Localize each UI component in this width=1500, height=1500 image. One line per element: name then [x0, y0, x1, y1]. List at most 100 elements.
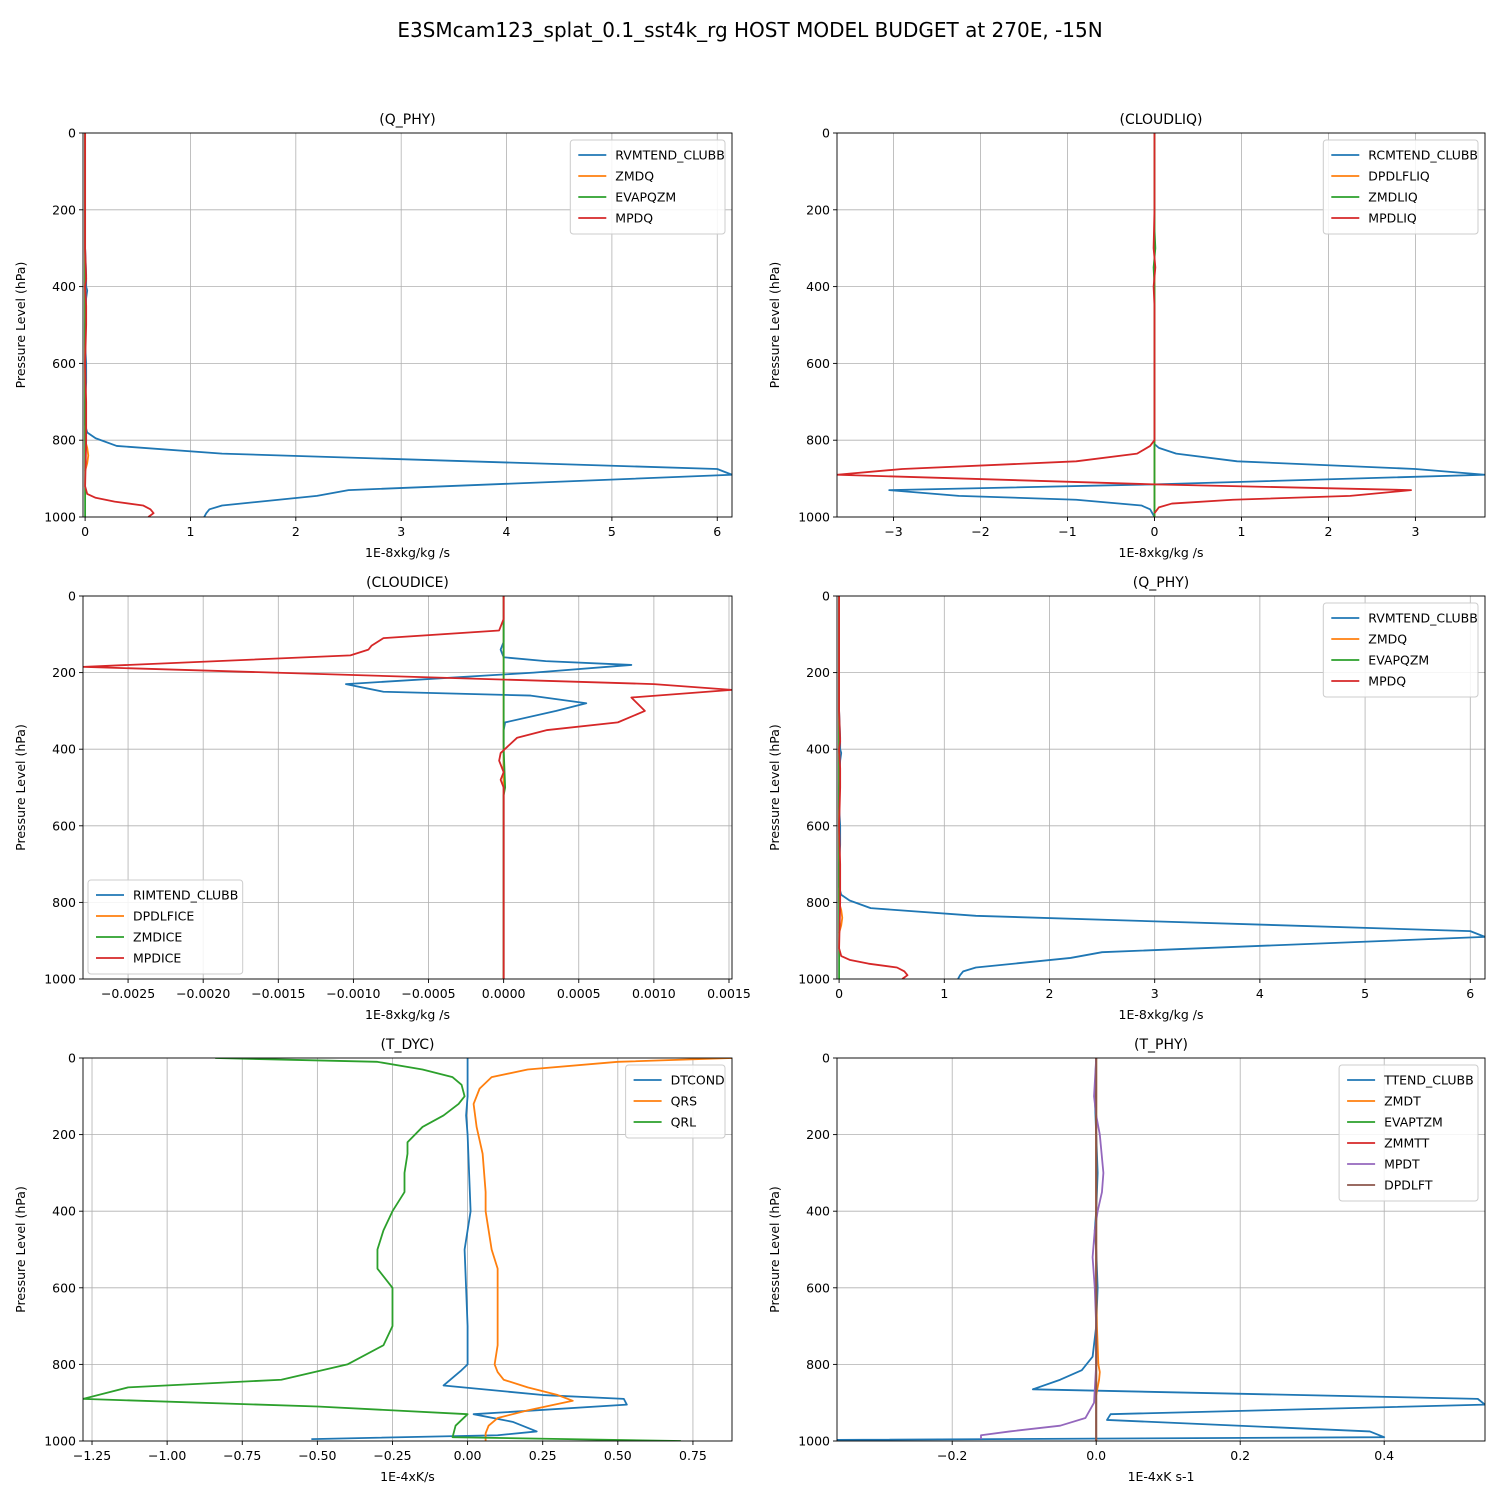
- y-tick-label: 1000: [44, 972, 76, 987]
- y-axis-label: Pressure Level (hPa): [13, 1186, 28, 1313]
- legend-entry: ZMDT: [1384, 1094, 1421, 1109]
- subplot-p6: −0.2 0.0 0.2 0.4 0 200 400 600 800 1000 (T_PHY) 1E-…: [767, 1037, 1486, 1484]
- legend-entry: MPDICE: [133, 951, 181, 966]
- legend-entry: DTCOND: [671, 1073, 725, 1088]
- x-tick-label: 3: [1151, 986, 1159, 1001]
- subplot-title: (Q_PHY): [1133, 575, 1189, 591]
- subplot-p5: −1.25 −1.00 −0.75 −0.50 −0.25 0.00 0.25 0.50 0.7…: [13, 1037, 733, 1484]
- y-tick-label: 800: [52, 895, 76, 910]
- legend-box: [569, 139, 726, 235]
- x-tick-label: 0.50: [604, 1448, 632, 1463]
- y-tick-label: 800: [806, 433, 830, 448]
- series-line-mpdt: [980, 1058, 1105, 1440]
- series-line-rimtend_clubb: [345, 596, 633, 979]
- subplot-title: (CLOUDICE): [366, 575, 449, 591]
- y-tick-label: 0: [822, 126, 830, 141]
- series-group: [83, 1058, 732, 1441]
- y-tick-label: 1000: [798, 510, 830, 525]
- legend-entry: DPDLFICE: [133, 909, 194, 924]
- series-group: [84, 133, 732, 517]
- plot-frame: [82, 1057, 733, 1442]
- y-tick-label: 400: [52, 1204, 76, 1219]
- plot-frame: [836, 1057, 1486, 1442]
- x-tick-label: 5: [608, 524, 616, 539]
- x-tick-label: −0.0010: [326, 986, 380, 1001]
- x-tick-label: 0.25: [529, 1448, 557, 1463]
- legend-entry: TTEND_CLUBB: [1383, 1073, 1474, 1088]
- y-tick-label: 800: [806, 895, 830, 910]
- x-tick-label: −0.50: [298, 1448, 336, 1463]
- plot-frame: [836, 595, 1486, 980]
- legend: RVMTEND_CLUBB ZMDQ EVAPQZM MPDQ: [1322, 602, 1479, 698]
- x-tick-label: 0.75: [679, 1448, 707, 1463]
- x-axis-label: 1E-4xK/s: [380, 1469, 435, 1484]
- y-tick-label: 200: [806, 1127, 830, 1142]
- legend: RIMTEND_CLUBB DPDLFICE ZMDICE MPDICE: [87, 879, 244, 975]
- y-tick-label: 600: [806, 818, 830, 833]
- legend-entry: ZMDICE: [133, 930, 182, 945]
- x-tick-label: 0.0015: [707, 986, 751, 1001]
- legend-entry: ZMDQ: [615, 169, 654, 184]
- y-tick-label: 600: [52, 1280, 76, 1295]
- series-line-dtcond: [311, 1058, 628, 1440]
- legend-entry: MPDQ: [615, 211, 653, 226]
- series-group: [83, 596, 732, 979]
- x-tick-label: −0.2: [937, 1448, 967, 1463]
- x-tick-label: −0.75: [223, 1448, 261, 1463]
- series-line-qrl: [83, 1058, 681, 1441]
- legend-entry: EVAPQZM: [615, 190, 676, 205]
- legend-entry: EVAPQZM: [1368, 653, 1429, 668]
- legend: DTCOND QRS QRL: [625, 1064, 726, 1139]
- y-tick-label: 0: [68, 1051, 76, 1066]
- legend-box: [625, 1064, 726, 1139]
- subplot-grid: 0 1 2 3 4 5 602004006008001000(Q_PHY)1E-8xkg/k…: [13, 112, 1486, 1484]
- y-tick-label: 600: [806, 356, 830, 371]
- x-tick-label: −3: [884, 524, 902, 539]
- subplot-p1: 0 1 2 3 4 5 6 0 200 400 600 800 1000 (Q_PHY) 1E-8xkg/k…: [13, 112, 733, 560]
- grid: [83, 1057, 732, 1442]
- figure-title: E3SMcam123_splat_0.1_sst4k_rg HOST MODEL…: [397, 18, 1102, 42]
- y-tick-label: 200: [52, 665, 76, 680]
- y-tick-label: 200: [52, 202, 76, 217]
- y-tick-label: 400: [806, 279, 830, 294]
- legend-entry: DPDLFT: [1384, 1178, 1433, 1193]
- y-tick-label: 400: [52, 279, 76, 294]
- x-tick-label: 6: [1466, 986, 1474, 1001]
- y-tick-label: 1000: [44, 510, 76, 525]
- subplot-p4: 0 1 2 3 4 5 6 0 200 400 600 800 1000 (Q_PHY) 1E-8xkg/k…: [767, 575, 1486, 1022]
- x-tick-label: −1: [1058, 524, 1076, 539]
- legend: RVMTEND_CLUBB ZMDQ EVAPQZM MPDQ: [569, 139, 726, 235]
- x-tick-label: 2: [1324, 524, 1332, 539]
- series-line-mpdice: [83, 596, 732, 979]
- series-line-mpdq: [84, 133, 155, 517]
- legend: TTEND_CLUBB ZMDT EVAPTZM ZMMTT MPDT DPDLFT: [1338, 1064, 1479, 1202]
- y-tick-label: 600: [52, 818, 76, 833]
- legend: RCMTEND_CLUBB DPDLFLIQ ZMDLIQ MPDLIQ: [1322, 139, 1479, 235]
- y-axis-label: Pressure Level (hPa): [767, 1186, 782, 1313]
- x-tick-label: 0.0: [1086, 1448, 1106, 1463]
- x-axis-label: 1E-8xkg/kg /s: [365, 545, 450, 560]
- series-group: [838, 596, 1485, 979]
- legend-entry: QRL: [671, 1115, 697, 1130]
- x-tick-label: 0.2: [1230, 1448, 1250, 1463]
- legend-entry: MPDLIQ: [1368, 211, 1417, 226]
- x-axis-label: 1E-4xK s-1: [1128, 1469, 1195, 1484]
- legend-box: [1322, 139, 1479, 235]
- x-tick-label: 0.4: [1374, 1448, 1394, 1463]
- series-group: [837, 1058, 1485, 1441]
- subplot-p2: −3 −2 −1 0 1 2 3 0 200 400 600 800 1000 (CLOUDLIQ) 1E-…: [767, 112, 1486, 560]
- x-tick-label: −1.00: [148, 1448, 186, 1463]
- x-tick-label: 3: [1411, 524, 1419, 539]
- x-tick-label: 5: [1361, 986, 1369, 1001]
- subplot-title: (CLOUDLIQ): [1120, 112, 1203, 128]
- legend-box: [87, 879, 244, 975]
- x-tick-label: 1: [940, 986, 948, 1001]
- x-tick-label: 0: [1151, 524, 1159, 539]
- x-tick-label: 1: [186, 524, 194, 539]
- legend-entry: EVAPTZM: [1384, 1115, 1443, 1130]
- legend-entry: RVMTEND_CLUBB: [615, 148, 724, 163]
- y-axis-label: Pressure Level (hPa): [13, 724, 28, 851]
- y-tick-label: 0: [822, 1051, 830, 1066]
